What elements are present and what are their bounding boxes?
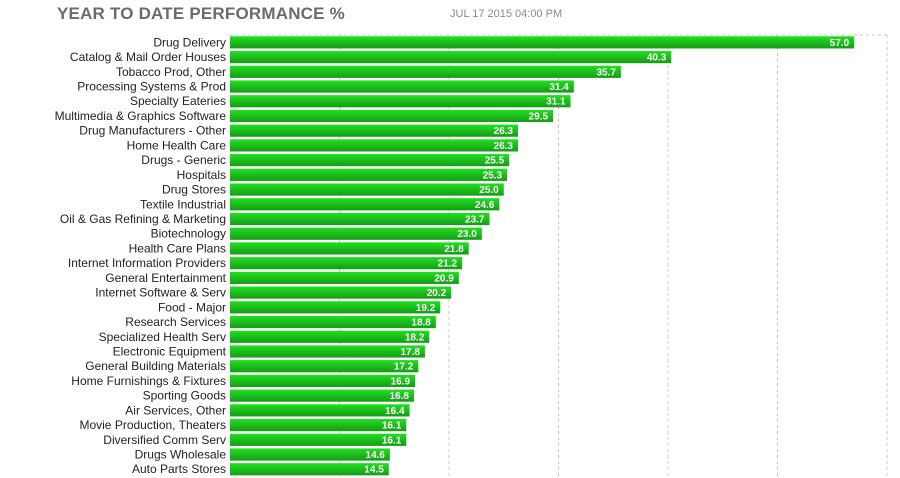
bar	[230, 404, 410, 417]
category-label: Internet Software & Serv	[95, 286, 226, 300]
bar	[230, 374, 416, 388]
value-label: 29.5	[529, 111, 549, 122]
bar	[230, 257, 463, 270]
bar	[230, 154, 510, 167]
category-label: Electronic Equipment	[113, 344, 227, 358]
bar	[230, 198, 500, 211]
value-label: 25.3	[483, 170, 503, 181]
category-label: Home Health Care	[127, 138, 227, 152]
category-label: Specialty Eateries	[130, 94, 226, 108]
category-label: Research Services	[125, 315, 226, 329]
value-label: 25.0	[479, 185, 499, 196]
value-label: 16.8	[389, 391, 409, 402]
category-label: Internet Information Providers	[68, 256, 226, 270]
bar	[230, 301, 441, 314]
bar	[230, 360, 419, 373]
value-label: 18.8	[411, 318, 431, 329]
grid-lines	[230, 34, 888, 478]
value-label: 21.2	[438, 259, 458, 270]
bar	[230, 242, 469, 255]
value-label: 24.6	[475, 200, 495, 211]
bar	[230, 227, 482, 240]
bar	[230, 463, 389, 476]
category-label: Movie Production, Theaters	[79, 418, 226, 432]
page-title: YEAR TO DATE PERFORMANCE %	[57, 4, 345, 23]
value-label: 26.3	[494, 141, 514, 152]
category-label: Processing Systems & Prod	[77, 80, 226, 94]
category-label: Biotechnology	[151, 227, 226, 241]
category-label: Drugs Wholesale	[135, 448, 227, 462]
bar	[230, 36, 855, 49]
value-label: 40.3	[647, 53, 667, 64]
bar	[230, 315, 436, 329]
bar	[230, 330, 430, 343]
bar	[230, 139, 518, 152]
category-label: General Entertainment	[105, 271, 226, 285]
value-label: 26.3	[494, 126, 514, 137]
category-label: Multimedia & Graphics Software	[55, 109, 227, 123]
bar	[230, 389, 414, 402]
value-label: 17.8	[400, 347, 420, 358]
value-label: 23.7	[465, 215, 485, 226]
bar	[230, 80, 574, 93]
category-label: Hospitals	[177, 168, 226, 182]
category-label: Specialized Health Serv	[99, 330, 226, 344]
bars	[230, 36, 855, 476]
value-label: 16.9	[391, 376, 411, 387]
bar	[230, 448, 390, 461]
value-label: 20.9	[434, 273, 454, 284]
value-label: 31.4	[549, 82, 569, 93]
category-label: Oil & Gas Refining & Marketing	[60, 212, 226, 226]
category-label: General Building Materials	[85, 359, 226, 373]
value-label: 16.4	[385, 406, 405, 417]
bar	[230, 271, 459, 284]
value-label: 19.2	[416, 303, 436, 314]
category-label: Drug Delivery	[153, 35, 226, 49]
category-label: Sporting Goods	[143, 389, 226, 403]
category-label: Tobacco Prod, Other	[116, 65, 226, 79]
value-label: 23.0	[457, 229, 477, 240]
value-label: 14.5	[364, 465, 384, 476]
category-label: Home Furnishings & Fixtures	[71, 374, 226, 388]
value-label: 16.1	[382, 421, 402, 432]
category-label: Food - Major	[158, 300, 226, 314]
value-label: 14.6	[365, 450, 385, 461]
value-label: 25.5	[485, 156, 505, 167]
bar	[230, 433, 407, 446]
value-label: 17.2	[394, 362, 414, 373]
value-label: 16.1	[382, 435, 402, 446]
value-label: 18.2	[405, 332, 425, 343]
category-label: Textile Industrial	[140, 197, 226, 211]
bar	[230, 286, 452, 299]
bar	[230, 50, 672, 64]
category-label: Air Services, Other	[125, 403, 226, 417]
bar	[230, 418, 407, 432]
value-label: 21.8	[444, 244, 464, 255]
bar	[230, 124, 518, 137]
bar	[230, 65, 621, 78]
bar	[230, 168, 508, 181]
bar	[230, 183, 504, 196]
value-labels: 57.0 40.3 35.7 31.4 31.1 29.5 26.3 26.3 25.5 25.3…	[364, 38, 849, 476]
bar	[230, 212, 490, 226]
value-label: 31.1	[546, 97, 566, 108]
category-label: Drug Stores	[162, 183, 226, 197]
value-label: 20.2	[427, 288, 447, 299]
category-label: Health Care Plans	[129, 241, 226, 255]
page-timestamp: JUL 17 2015 04:00 PM	[450, 8, 563, 20]
value-label: 57.0	[830, 38, 850, 49]
value-label: 35.7	[596, 67, 616, 78]
category-label: Catalog & Mail Order Houses	[70, 50, 226, 64]
bar	[230, 95, 571, 108]
category-label: Drugs - Generic	[141, 153, 226, 167]
bar	[230, 109, 554, 123]
category-label: Diversified Comm Serv	[103, 433, 226, 447]
category-label: Auto Parts Stores	[132, 462, 226, 476]
bar	[230, 345, 425, 358]
category-label: Drug Manufacturers - Other	[79, 124, 226, 138]
